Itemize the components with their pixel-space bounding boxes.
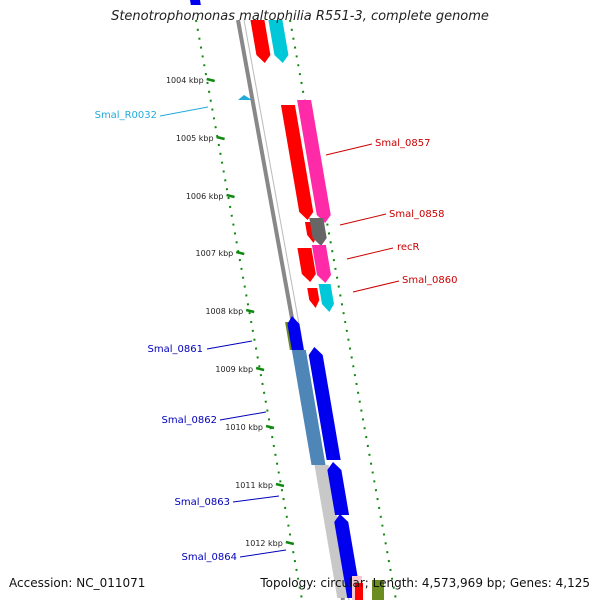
gene-label: Smal_0860 bbox=[402, 275, 457, 286]
gene-label-leader bbox=[346, 247, 394, 260]
tick-label: 1011 kbp bbox=[235, 481, 273, 490]
gene-label: Smal_0857 bbox=[375, 138, 430, 149]
tick-mark bbox=[206, 77, 215, 83]
feature-bottom-green bbox=[372, 580, 384, 600]
tick-mark bbox=[265, 424, 275, 430]
feature-forward-trna-1 bbox=[268, 20, 289, 63]
tick-mark bbox=[235, 250, 245, 256]
tick-mark bbox=[245, 308, 255, 314]
feature-recR-pink bbox=[311, 245, 332, 283]
tick-mark bbox=[255, 366, 265, 372]
tick-mark bbox=[216, 135, 225, 141]
gene-label-leader bbox=[219, 411, 267, 421]
feature-smal-0858-pink bbox=[297, 100, 331, 223]
gene-label: Smal_0861 bbox=[148, 344, 203, 355]
tick-label: 1005 kbp bbox=[176, 134, 214, 143]
feature-bottom-red bbox=[355, 583, 363, 600]
feature-smal-0860 bbox=[307, 288, 320, 308]
tick-label: 1007 kbp bbox=[196, 249, 234, 258]
feature-smal-0857 bbox=[280, 105, 314, 220]
tick-label: 1009 kbp bbox=[215, 365, 253, 374]
gene-label: Smal_0864 bbox=[182, 552, 237, 563]
gene-label-leader bbox=[232, 495, 280, 503]
gene-label-leader bbox=[339, 213, 387, 226]
feature-recR bbox=[297, 248, 316, 282]
feature-gray-block bbox=[309, 218, 327, 246]
gene-label-leader bbox=[325, 143, 373, 156]
tick-mark bbox=[275, 482, 285, 488]
tick-label: 1008 kbp bbox=[205, 307, 243, 316]
gene-label: Smal_0862 bbox=[162, 415, 217, 426]
accession-label: Accession: NC_011071 bbox=[9, 576, 146, 590]
gene-label: recR bbox=[397, 242, 420, 253]
tick-label: 1004 kbp bbox=[166, 76, 204, 85]
feature-smal-r0032 bbox=[238, 95, 252, 100]
gene-label-leader bbox=[206, 340, 253, 350]
gene-label: Smal_0858 bbox=[389, 209, 444, 220]
tick-mark bbox=[226, 193, 235, 199]
feature-smal-0862-cog bbox=[291, 350, 326, 465]
topology-label: Topology: circular; Length: 4,573,969 bp… bbox=[260, 576, 590, 590]
tick-label: 1010 kbp bbox=[225, 423, 263, 432]
feature-forward-1 bbox=[250, 20, 271, 63]
gene-label-leader bbox=[239, 549, 287, 558]
map-title: Stenotrophomonas maltophilia R551-3, com… bbox=[111, 9, 489, 24]
gene-label-leader bbox=[159, 106, 209, 117]
feature-smal-0861 bbox=[287, 316, 304, 350]
feature-top-blue bbox=[190, 0, 201, 5]
tick-mark bbox=[285, 540, 295, 546]
feature-smal-0860-cyan bbox=[318, 284, 334, 312]
gene-label-leader bbox=[352, 280, 400, 293]
gene-label: Smal_0863 bbox=[175, 497, 230, 508]
tick-label: 1012 kbp bbox=[245, 539, 283, 548]
gene-label: Smal_R0032 bbox=[95, 110, 157, 121]
tick-label: 1006 kbp bbox=[186, 192, 224, 201]
feature-smal-0862 bbox=[308, 347, 341, 460]
feature-smal-0863 bbox=[327, 462, 350, 515]
